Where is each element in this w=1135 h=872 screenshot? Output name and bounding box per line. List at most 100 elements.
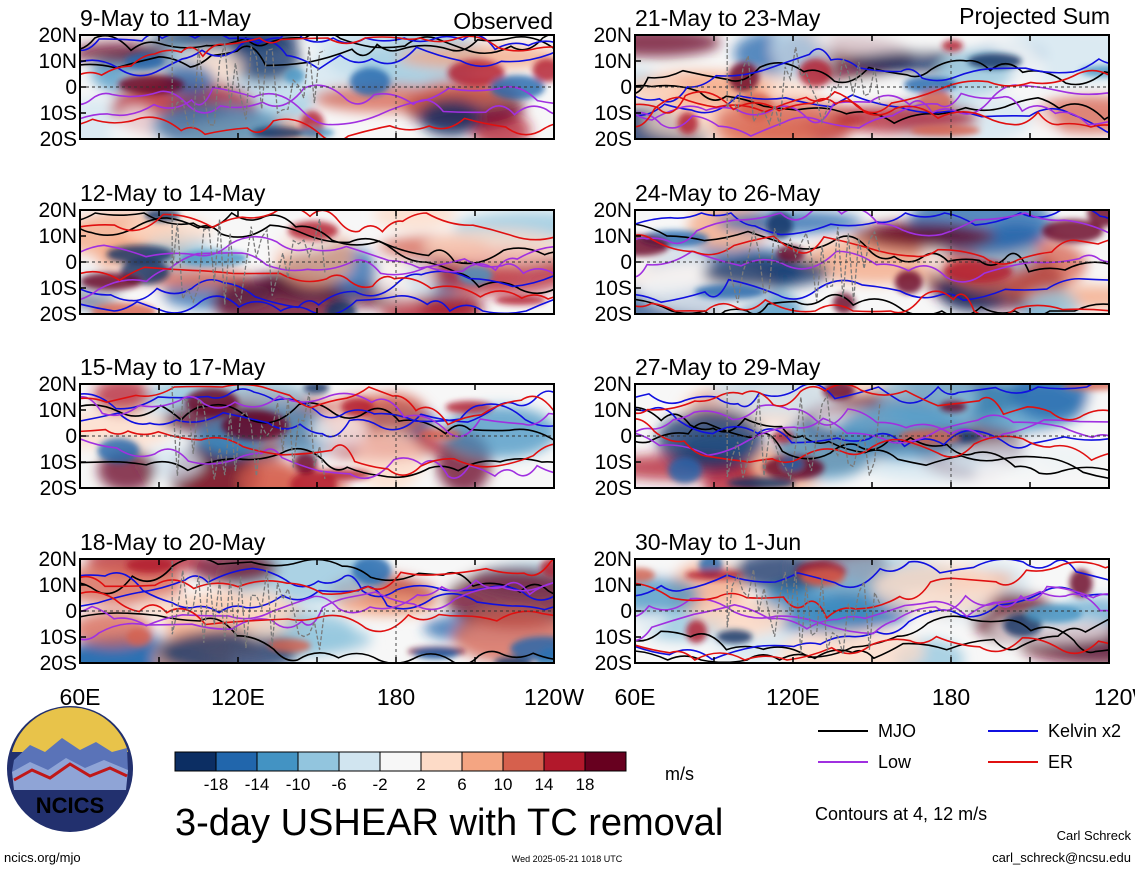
lat-tick-label: 0 bbox=[620, 600, 632, 623]
colorbar-swatch bbox=[216, 752, 257, 771]
logo-text: NCICS bbox=[36, 793, 104, 818]
colorbar-swatch bbox=[421, 752, 462, 771]
lon-tick-label: 180 bbox=[932, 684, 970, 710]
lon-tick-label: 120W bbox=[1094, 684, 1135, 710]
colorbar-swatch bbox=[380, 752, 421, 771]
site-url: ncics.org/mjo bbox=[4, 850, 81, 865]
lat-tick-label: 0 bbox=[620, 76, 632, 99]
colorbar-tick-label: -2 bbox=[372, 775, 387, 794]
lat-tick-label: 10N bbox=[38, 399, 77, 422]
panel-title: 27-May to 29-May bbox=[635, 354, 821, 380]
lat-tick-label: 20S bbox=[40, 652, 77, 675]
legend-label: MJO bbox=[878, 721, 916, 741]
panel-7: 27-May to 29-May20N 10N 0 10S 20S bbox=[593, 354, 1135, 511]
lat-tick-label: 10S bbox=[595, 626, 632, 649]
lat-tick-label: 20N bbox=[38, 199, 77, 222]
lat-tick-label: 10S bbox=[595, 277, 632, 300]
lon-tick-label: 120E bbox=[766, 684, 820, 710]
lat-tick-label: 20N bbox=[593, 199, 632, 222]
lat-tick-label: 10N bbox=[38, 225, 77, 248]
lat-tick-label: 0 bbox=[620, 251, 632, 274]
author-email: carl_schreck@ncsu.edu bbox=[992, 850, 1131, 865]
lat-tick-label: 10S bbox=[595, 102, 632, 125]
lat-tick-label: 0 bbox=[65, 600, 77, 623]
lat-tick-label: 20S bbox=[595, 477, 632, 500]
lat-tick-label: 0 bbox=[65, 76, 77, 99]
lat-tick-label: 20N bbox=[593, 373, 632, 396]
lat-tick-label: 10N bbox=[593, 50, 632, 73]
contour-legend: MJO Kelvin x2 Low ER bbox=[818, 721, 1121, 772]
lat-tick-label: 10N bbox=[38, 574, 77, 597]
lat-tick-label: 20S bbox=[40, 303, 77, 326]
colorbar-swatch bbox=[503, 752, 544, 771]
projected-label: Projected Sum bbox=[959, 3, 1110, 29]
lat-tick-label: 20N bbox=[593, 24, 632, 47]
lat-tick-label: 10N bbox=[593, 225, 632, 248]
contour-note: Contours at 4, 12 m/s bbox=[815, 804, 987, 824]
panel-title: 9-May to 11-May bbox=[80, 5, 251, 31]
lat-tick-label: 20S bbox=[595, 128, 632, 151]
colorbar-tick-label: 14 bbox=[535, 775, 554, 794]
lat-tick-label: 20S bbox=[595, 652, 632, 675]
lon-tick-label: 180 bbox=[377, 684, 415, 710]
lat-tick-label: 20S bbox=[595, 303, 632, 326]
panels-group: 9-May to 11-May20N10N010S20S12-May to 14… bbox=[38, 5, 1135, 690]
lon-tick-label: 60E bbox=[60, 684, 101, 710]
colorbar: -18 -14 -10 -6 -2 2 6 10 14 18 bbox=[175, 752, 626, 794]
chart-title: 3-day USHEAR with TC removal bbox=[175, 802, 723, 844]
colorbar-tick-label: -6 bbox=[331, 775, 346, 794]
legend-label: Low bbox=[878, 752, 912, 772]
lat-tick-label: 20N bbox=[38, 24, 77, 47]
figure: 9-May to 11-May20N10N010S20S12-May to 14… bbox=[0, 0, 1135, 872]
colorbar-swatch bbox=[257, 752, 298, 771]
panel-title: 18-May to 20-May bbox=[80, 529, 266, 555]
colorbar-tick-label: 10 bbox=[494, 775, 513, 794]
lat-tick-label: 20S bbox=[40, 477, 77, 500]
lat-tick-label: 0 bbox=[620, 425, 632, 448]
lat-tick-label: 10S bbox=[595, 451, 632, 474]
legend-label: ER bbox=[1048, 752, 1073, 772]
lat-tick-label: 10N bbox=[38, 50, 77, 73]
lon-tick-label: 120W bbox=[524, 684, 584, 710]
panel-title: 15-May to 17-May bbox=[80, 354, 266, 380]
ncics-logo: NCICS bbox=[7, 706, 133, 832]
colorbar-swatch bbox=[175, 752, 216, 771]
author: Carl Schreck bbox=[1057, 828, 1132, 843]
lat-tick-label: 20N bbox=[593, 548, 632, 571]
observed-label: Observed bbox=[453, 8, 553, 34]
lat-tick-label: 10S bbox=[40, 626, 77, 649]
panel-title: 24-May to 26-May bbox=[635, 180, 821, 206]
lat-tick-label: 10N bbox=[593, 574, 632, 597]
lat-tick-label: 10S bbox=[40, 102, 77, 125]
colorbar-swatch bbox=[339, 752, 380, 771]
colorbar-tick-label: 2 bbox=[416, 775, 425, 794]
colorbar-tick-label: -18 bbox=[204, 775, 229, 794]
lat-tick-label: 0 bbox=[65, 425, 77, 448]
lat-tick-label: 10N bbox=[593, 399, 632, 422]
lat-tick-label: 0 bbox=[65, 251, 77, 274]
lon-tick-label: 60E bbox=[615, 684, 656, 710]
lat-tick-label: 10S bbox=[40, 451, 77, 474]
colorbar-tick-label: 6 bbox=[457, 775, 466, 794]
colorbar-swatch bbox=[585, 752, 626, 771]
lat-tick-label: 20N bbox=[38, 373, 77, 396]
lon-tick-label: 120E bbox=[211, 684, 265, 710]
colorbar-tick-label: -14 bbox=[245, 775, 270, 794]
units-label: m/s bbox=[665, 764, 694, 784]
legend-label: Kelvin x2 bbox=[1048, 721, 1121, 741]
panel-title: 21-May to 23-May bbox=[635, 5, 821, 31]
colorbar-swatch bbox=[298, 752, 339, 771]
colorbar-tick-label: -10 bbox=[286, 775, 311, 794]
colorbar-swatch bbox=[544, 752, 585, 771]
lat-tick-label: 10S bbox=[40, 277, 77, 300]
timestamp: Wed 2025-05-21 1018 UTC bbox=[512, 854, 623, 864]
lat-tick-label: 20S bbox=[40, 128, 77, 151]
colorbar-tick-label: 18 bbox=[576, 775, 595, 794]
colorbar-swatch bbox=[462, 752, 503, 771]
lat-tick-label: 20N bbox=[38, 548, 77, 571]
panel-title: 30-May to 1-Jun bbox=[635, 529, 801, 555]
